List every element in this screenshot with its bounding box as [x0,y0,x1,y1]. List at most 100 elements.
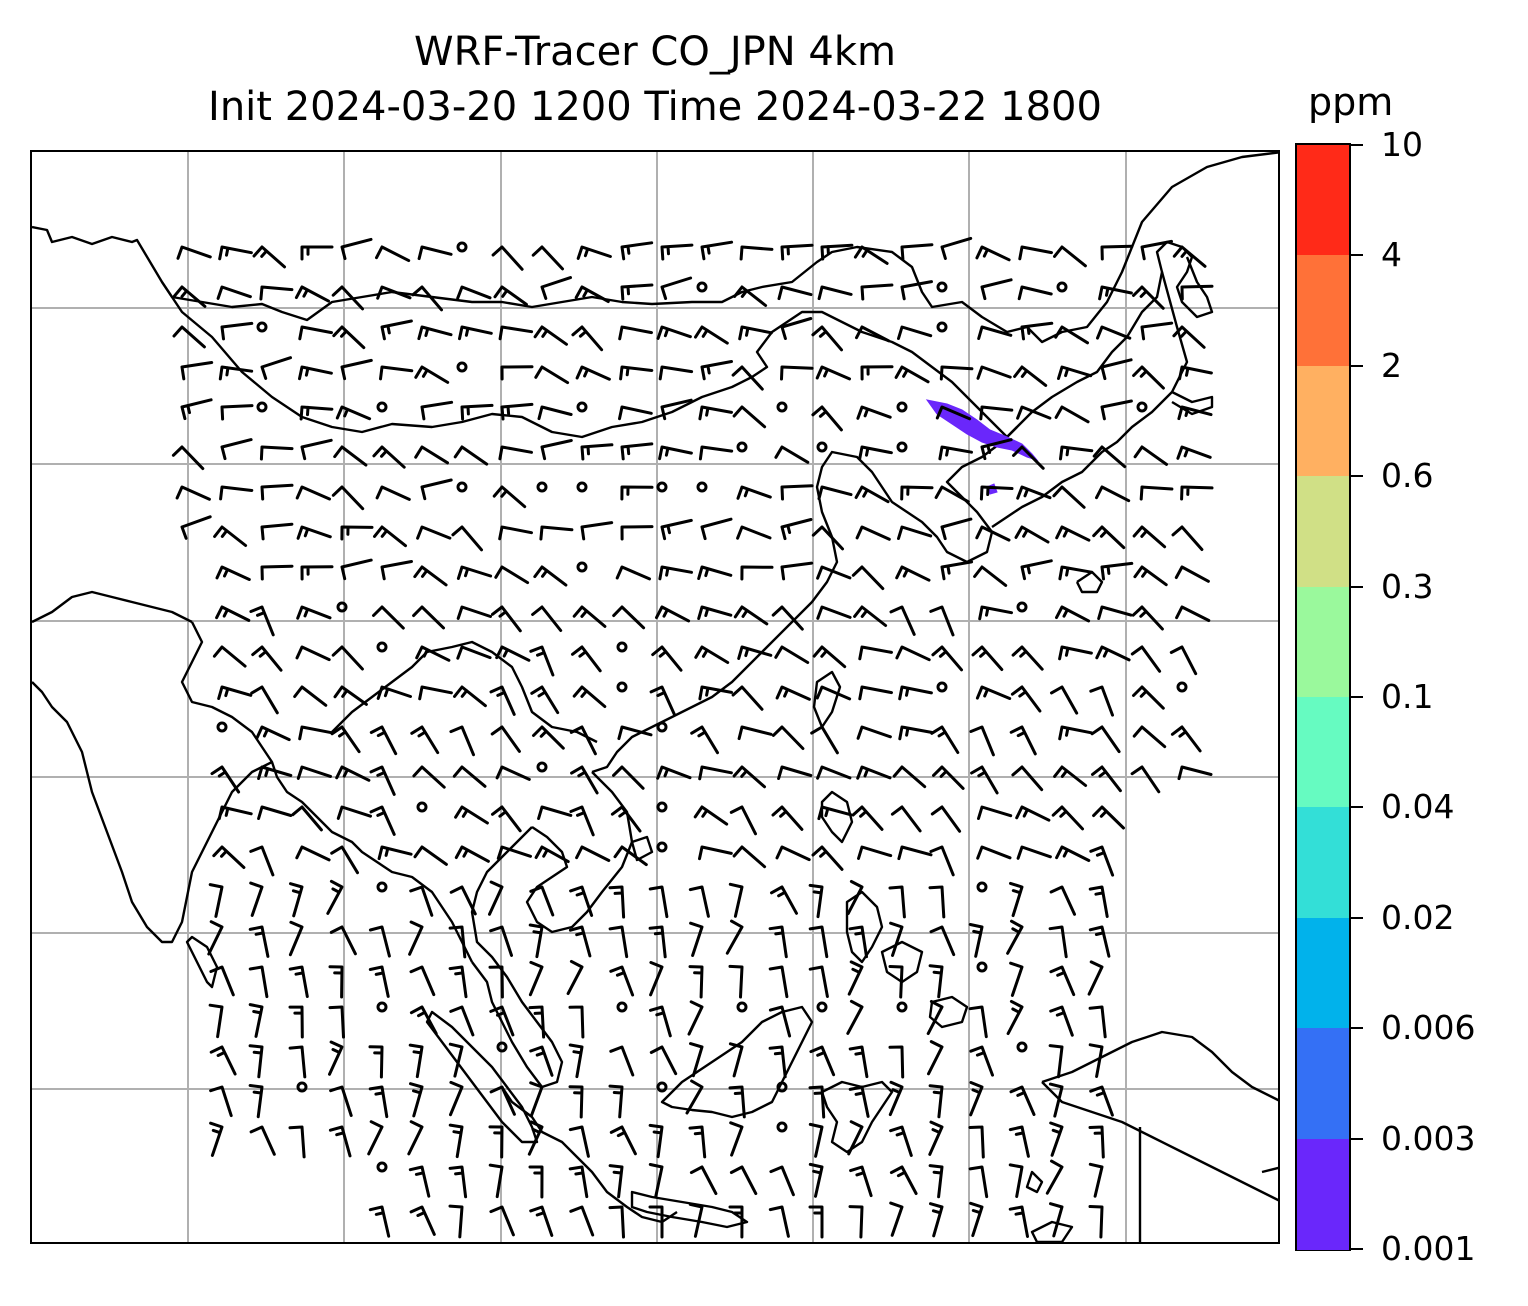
calm-wind-marker [536,761,548,773]
wind-barb [775,845,811,862]
wind-barb [299,405,334,421]
wind-barb [1132,365,1165,390]
wind-barb [1132,525,1167,549]
wind-barb [248,965,269,999]
wind-barb [250,685,279,715]
wind-barb [689,1042,704,1078]
wind-barb [738,325,773,341]
colorbar [1295,143,1351,1251]
calm-wind-marker [656,801,668,813]
calm-wind-marker [576,561,588,573]
wind-barb [259,285,294,301]
wind-barb [1177,765,1213,781]
wind-barb [1054,325,1089,345]
wind-barb [417,245,453,261]
calm-wind-marker [936,681,948,693]
wind-barb [376,685,412,700]
wind-barb [1178,365,1213,381]
wind-barb [331,645,364,671]
wind-barb [375,485,411,501]
wind-barb [808,1205,824,1239]
wind-barb [732,765,766,789]
wind-barb [740,565,774,581]
wind-barb [688,1125,707,1159]
wind-barb [534,365,570,385]
wind-barb [694,645,730,664]
wind-barb [857,845,893,860]
wind-barb [774,645,810,664]
wind-barb [529,645,555,677]
wind-barb [649,1005,672,1038]
wind-barb [219,485,254,501]
wind-barb [855,325,891,343]
wind-barb [534,845,570,864]
wind-barb [1088,925,1111,958]
wind-barb [257,765,293,780]
wind-barb [648,925,667,959]
wind-barb [940,560,974,581]
wind-barb [529,885,555,917]
wind-barb [808,1162,824,1198]
wind-barb [651,645,683,672]
wind-barb [291,805,323,832]
wind-barb [935,405,972,421]
wind-barb [488,1125,504,1159]
wind-barb [888,1080,904,1117]
wind-barb [448,1123,464,1159]
wind-barb [928,964,944,999]
wind-barb [968,1125,985,1159]
wind-barb [980,438,1013,461]
wind-barb [493,285,528,306]
wind-barb [930,725,960,754]
wind-barb [658,565,693,581]
colorbar-segment [1297,145,1349,257]
wind-barb [531,245,564,271]
wind-barb [488,880,504,916]
calm-wind-marker [496,1041,508,1053]
wind-barb [816,765,852,780]
wind-barb [252,245,286,269]
wind-barb [725,919,744,955]
wind-barb [451,525,483,552]
wind-barb [1098,285,1133,301]
colorbar-tick-label: 2 [1381,345,1402,385]
wind-barb [612,605,646,630]
wind-barb [180,515,212,540]
wind-barb [300,245,334,261]
wind-barb [612,765,645,790]
wind-barb [687,1000,704,1036]
wind-barb [648,1205,664,1239]
wind-barb [729,805,757,836]
wind-barb [458,325,493,341]
wind-barb [928,1164,944,1199]
wind-barb [700,360,733,381]
wind-barb [330,725,361,754]
wind-barb [488,1163,504,1199]
colorbar-tick-label: 0.003 [1381,1118,1476,1158]
colorbar-tick-label: 4 [1381,235,1402,275]
colorbar-tick [1351,696,1363,698]
wind-barb [379,365,414,381]
wind-barb [620,525,654,541]
wind-barb [929,845,955,877]
wind-barb [368,1045,384,1079]
wind-barb [1018,245,1053,261]
calm-wind-marker [736,1001,748,1013]
wind-barb [249,605,275,637]
wind-barb [452,765,487,788]
wind-barb [569,1205,595,1237]
wind-barb [656,765,692,780]
wind-barb [533,565,568,587]
wind-barb [1092,805,1125,830]
wind-barb [340,358,373,381]
wind-barb [780,365,814,381]
wind-barb [927,1040,944,1076]
wind-barb [780,484,814,501]
wind-barb [369,725,398,756]
colorbar-tick-label: 0.04 [1381,787,1455,827]
wind-barb [248,1044,264,1079]
wind-barb [414,365,450,384]
wind-barb [609,965,635,997]
wind-barb [454,805,489,825]
wind-barb [529,1045,554,1077]
